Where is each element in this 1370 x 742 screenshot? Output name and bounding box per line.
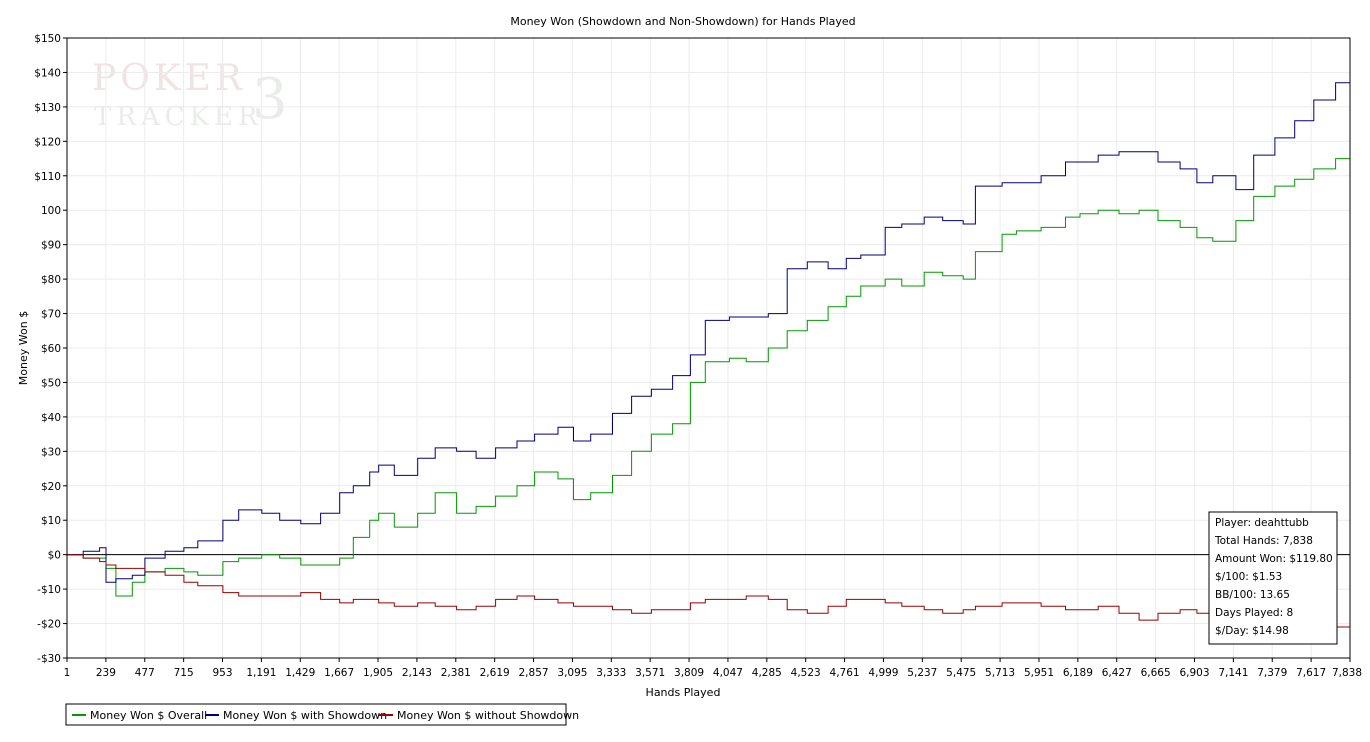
player-info-box: Player: deahttubb Total Hands: 7,838 Amoun… (1208, 511, 1338, 645)
x-tick-label: 7,141 (1218, 667, 1248, 679)
watermark-mark: 3 (252, 67, 288, 132)
x-tick-label: 4,523 (791, 667, 821, 679)
y-tick-label: $50 (41, 377, 61, 389)
y-tick-label: $30 (41, 446, 61, 458)
info-line: $/100: $1.53 (1215, 571, 1282, 583)
y-tick-label: $80 (41, 274, 61, 286)
x-tick-label: 239 (96, 667, 116, 679)
x-tick-label: 6,665 (1141, 667, 1171, 679)
series-line-2 (67, 62, 1351, 583)
y-tick-label: $150 (34, 33, 61, 45)
x-tick-label: 3,571 (635, 667, 665, 679)
legend-entry: Money Won $ Overall (90, 709, 207, 722)
x-tick-label: 1,667 (324, 667, 354, 679)
x-tick-label: 7,617 (1296, 667, 1326, 679)
x-tick-label: 4,285 (752, 667, 782, 679)
x-tick-label: 4,047 (713, 667, 743, 679)
y-tick-label: $120 (34, 136, 61, 148)
legend-entry: Money Won $ with Showdown (223, 709, 387, 722)
x-tick-label: 2,857 (519, 667, 549, 679)
info-line: Days Played: 8 (1215, 607, 1293, 619)
y-tick-label: $110 (34, 171, 61, 183)
x-tick-label: 4,761 (830, 667, 860, 679)
y-tick-label: $60 (41, 343, 61, 355)
x-tick-label: 6,189 (1063, 667, 1093, 679)
x-tick-label: 5,713 (985, 667, 1015, 679)
x-tick-label: 1,429 (285, 667, 315, 679)
x-tick-label: 4,999 (868, 667, 898, 679)
legend: Money Won $ Overall Money Won $ with Show… (65, 703, 579, 726)
watermark-line1: POKER (92, 58, 246, 99)
y-axis-label: Money Won $ (17, 311, 30, 385)
x-axis-label: Hands Played (646, 686, 721, 699)
x-tick-label: 2,143 (402, 667, 432, 679)
x-tick-label: 6,427 (1102, 667, 1132, 679)
poker-tracker-watermark-logo: POKER TRACKER 3 (92, 58, 288, 132)
y-tick-label: $0 (48, 550, 61, 562)
series-line-1 (67, 141, 1351, 597)
x-tick-label: 2,381 (441, 667, 471, 679)
x-tick-label: 1,905 (363, 667, 393, 679)
x-tick-label: 715 (174, 667, 194, 679)
y-tick-label: -$30 (37, 653, 61, 665)
info-line: $/Day: $14.98 (1215, 625, 1289, 637)
x-tick-label: 6,903 (1179, 667, 1209, 679)
y-axis-ticks: $150 $140 $130 $120 $110 100 $90 $80 $70 $60 $50 $4… (34, 33, 67, 665)
y-tick-label: $20 (41, 481, 61, 493)
y-tick-label: $130 (34, 102, 61, 114)
x-tick-label: 5,951 (1024, 667, 1054, 679)
info-line: Amount Won: $119.80 (1215, 553, 1333, 565)
x-tick-label: 477 (135, 667, 155, 679)
chart-title: Money Won (Showdown and Non-Showdown) fo… (510, 15, 855, 28)
series-group (67, 62, 1351, 634)
x-tick-label: 2,619 (480, 667, 510, 679)
x-tick-label: 5,237 (907, 667, 937, 679)
info-line: BB/100: 13.65 (1215, 589, 1290, 601)
x-axis-ticks: 1 239 477 715 953 1,191 1,429 1,667 1,905 2,143 2,… (64, 658, 1362, 679)
y-tick-label: $90 (41, 240, 61, 252)
x-tick-label: 5,475 (946, 667, 976, 679)
x-tick-label: 7,379 (1257, 667, 1287, 679)
y-tick-label: 100 (41, 205, 61, 217)
legend-entry: Money Won $ without Showdown (397, 709, 579, 722)
info-line: Player: deahttubb (1215, 517, 1309, 529)
x-tick-label: 1,191 (246, 667, 276, 679)
x-tick-label: 7,838 (1332, 667, 1362, 679)
x-tick-label: 953 (212, 667, 232, 679)
series-line-3 (67, 554, 1351, 634)
y-tick-label: $10 (41, 515, 61, 527)
y-tick-label: -$10 (37, 584, 61, 596)
x-tick-label: 1 (64, 667, 71, 679)
y-tick-label: $40 (41, 412, 61, 424)
y-tick-label: $70 (41, 309, 61, 321)
x-tick-label: 3,333 (596, 667, 626, 679)
x-tick-label: 3,095 (557, 667, 587, 679)
legend-frame (65, 703, 567, 726)
info-line: Total Hands: 7,838 (1214, 535, 1313, 547)
x-tick-label: 3,809 (674, 667, 704, 679)
y-tick-label: $140 (34, 67, 61, 79)
y-tick-label: -$20 (37, 619, 61, 631)
info-box-frame (1208, 511, 1338, 645)
